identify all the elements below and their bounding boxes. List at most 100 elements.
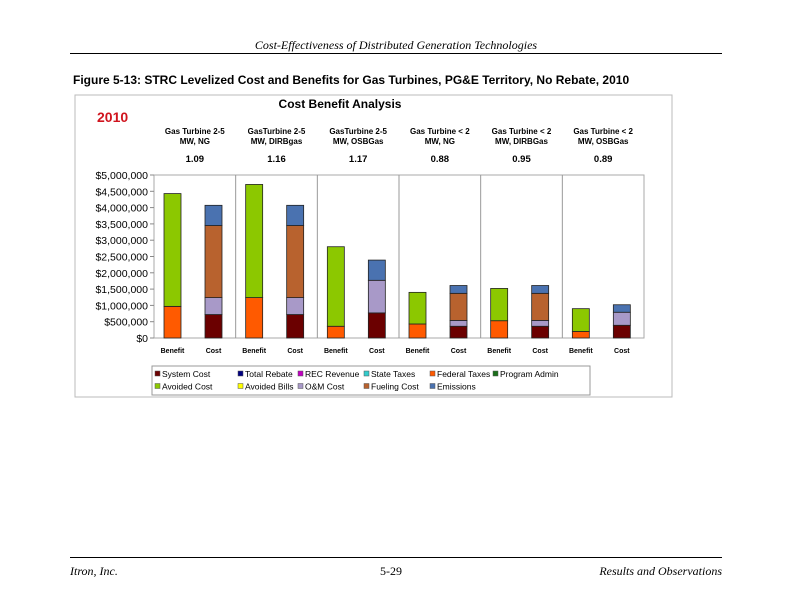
bar-segment-fueling-cost — [531, 292, 550, 321]
legend-entry: Program Admin — [500, 369, 559, 379]
y-tick-label: $4,000,000 — [95, 203, 148, 215]
legend — [151, 365, 591, 396]
y-tick-label: $500,000 — [104, 317, 148, 329]
bar-segment-federal-taxes — [326, 325, 345, 339]
bar-segment-fueling-cost — [286, 225, 305, 298]
group-label: MW, NG — [425, 137, 455, 146]
legend-entry: REC Revenue — [305, 369, 360, 379]
group-label: MW, DIRBGas — [495, 137, 548, 146]
y-tick-label: $3,500,000 — [95, 219, 148, 231]
x-tick-label: Cost — [369, 348, 385, 355]
legend-swatch — [297, 370, 304, 377]
legend-swatch — [154, 370, 161, 377]
legend-swatch — [297, 383, 304, 389]
x-tick-label: Cost — [614, 348, 630, 355]
group-label: GasTurbine 2-5 — [248, 127, 306, 136]
bar-segment-o-m-cost — [204, 297, 223, 315]
running-header: Cost-Effectiveness of Distributed Genera… — [254, 38, 538, 52]
group-label: MW, DIRBgas — [251, 137, 303, 146]
group-label: Gas Turbine 2-5 — [165, 127, 225, 136]
y-tick-label: $2,000,000 — [95, 268, 148, 280]
x-tick-label: Benefit — [161, 348, 185, 355]
bar-segment-system-cost — [286, 314, 305, 339]
legend-entry: Federal Taxes — [437, 369, 490, 379]
group-label: GasTurbine 2-5 — [329, 127, 387, 136]
legend-entry: Total Rebate — [245, 369, 293, 379]
legend-entry: System Cost — [162, 369, 211, 379]
benefit-cost-ratio: 0.88 — [431, 154, 450, 165]
bar-segment-system-cost — [367, 312, 386, 339]
legend-entry: O&M Cost — [305, 382, 345, 392]
x-tick-label: Benefit — [569, 348, 593, 355]
bar-segment-emissions — [286, 204, 305, 226]
y-tick-label: $1,500,000 — [95, 284, 148, 296]
benefit-cost-ratio: 1.09 — [186, 154, 205, 165]
legend-swatch — [237, 370, 244, 377]
figure-caption: Figure 5-13: STRC Levelized Cost and Ben… — [73, 73, 630, 87]
bar-segment-system-cost — [204, 314, 223, 339]
legend-entry: State Taxes — [371, 369, 415, 379]
bar-segment-federal-taxes — [571, 331, 590, 339]
bar-segment-fueling-cost — [449, 292, 468, 321]
bar-segment-avoided-cost — [490, 288, 509, 322]
bar-segment-emissions — [449, 285, 468, 294]
x-tick-label: Benefit — [406, 348, 430, 355]
benefit-cost-ratio: 0.95 — [512, 154, 531, 165]
bar-segment-emissions — [204, 204, 223, 226]
x-tick-label: Benefit — [487, 348, 511, 355]
y-tick-label: $5,000,000 — [95, 170, 148, 182]
group-label: Gas Turbine < 2 — [410, 127, 470, 136]
bar-segment-o-m-cost — [286, 297, 305, 315]
bar-segment-o-m-cost — [531, 319, 550, 327]
legend-swatch — [237, 383, 244, 389]
x-tick-label: Cost — [532, 348, 548, 355]
bar-segment-emissions — [612, 304, 631, 313]
benefit-cost-ratio: 1.17 — [349, 154, 368, 165]
legend-swatch — [154, 383, 161, 389]
y-tick-label: $1,000,000 — [95, 300, 148, 312]
legend-swatch — [429, 383, 436, 389]
bar-segment-emissions — [531, 285, 550, 294]
x-tick-label: Benefit — [242, 348, 266, 355]
bar-segment-avoided-cost — [245, 184, 264, 298]
group-label: MW, NG — [180, 137, 210, 146]
group-label: MW, OSBGas — [333, 137, 384, 146]
page-number: 5-29 — [380, 564, 402, 578]
benefit-cost-ratio: 0.89 — [594, 154, 613, 165]
bar-segment-federal-taxes — [490, 320, 509, 339]
footer-rule — [70, 557, 722, 558]
bar-segment-system-cost — [531, 325, 550, 339]
legend-entry: Avoided Bills — [245, 382, 294, 392]
bar-segment-federal-taxes — [245, 297, 264, 339]
benefit-cost-ratio: 1.16 — [267, 154, 286, 165]
bar-segment-system-cost — [612, 324, 631, 339]
y-tick-label: $2,500,000 — [95, 252, 148, 264]
x-tick-label: Cost — [287, 348, 303, 355]
x-tick-label: Cost — [206, 348, 222, 355]
bar-segment-federal-taxes — [408, 323, 427, 339]
legend-entry: Avoided Cost — [162, 382, 213, 392]
y-tick-label: $0 — [136, 333, 148, 345]
bar-segment-avoided-cost — [408, 291, 427, 325]
footer-left: Itron, Inc. — [70, 564, 118, 578]
legend-entry: Fueling Cost — [371, 382, 419, 392]
legend-entry: Emissions — [437, 382, 476, 392]
group-label: Gas Turbine < 2 — [573, 127, 633, 136]
y-tick-label: $3,000,000 — [95, 235, 148, 247]
chart-title: Cost Benefit Analysis — [279, 97, 402, 111]
bar-segment-avoided-cost — [163, 193, 182, 307]
footer-right: Results and Observations — [599, 564, 722, 578]
legend-swatch — [363, 370, 370, 377]
legend-swatch — [363, 383, 370, 389]
bar-segment-emissions — [367, 259, 386, 281]
bar-segment-system-cost — [449, 325, 468, 339]
bar-segment-federal-taxes — [163, 305, 182, 339]
x-tick-label: Cost — [451, 348, 467, 355]
bar-segment-o-m-cost — [449, 319, 468, 327]
legend-swatch — [492, 370, 499, 377]
group-label: MW, OSBGas — [578, 137, 629, 146]
group-label: Gas Turbine < 2 — [492, 127, 552, 136]
header-rule — [70, 53, 722, 54]
